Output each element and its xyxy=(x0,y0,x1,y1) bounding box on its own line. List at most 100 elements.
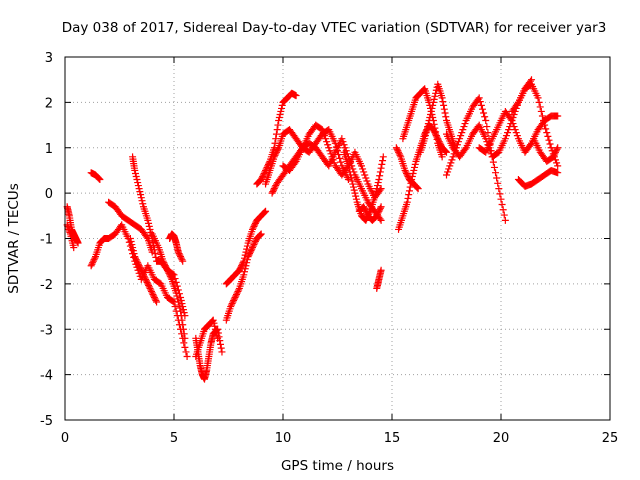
data-point-interp xyxy=(440,101,448,109)
y-tick-label: -3 xyxy=(40,323,53,338)
data-point-interp xyxy=(95,175,103,183)
data-point-interp xyxy=(235,286,243,294)
data-point xyxy=(318,126,326,134)
data-point-interp xyxy=(440,105,448,113)
series-s5 xyxy=(129,153,189,320)
data-point xyxy=(547,144,555,152)
data-point xyxy=(257,230,265,238)
data-point-interp xyxy=(490,163,498,171)
data-point-interp xyxy=(496,190,504,198)
data-point-interp xyxy=(328,153,336,161)
data-point-interp xyxy=(139,269,147,277)
data-point-interp xyxy=(345,165,353,173)
data-point xyxy=(126,235,134,242)
series-s2 xyxy=(63,221,78,252)
data-point-interp xyxy=(402,168,410,176)
data-point-interp xyxy=(371,191,379,199)
data-point-interp xyxy=(538,112,546,120)
data-point xyxy=(421,135,429,143)
data-point-interp xyxy=(432,132,440,140)
data-point xyxy=(534,94,542,102)
data-point xyxy=(163,266,171,274)
data-point-interp xyxy=(229,298,237,306)
y-axis-label: SDTVAR / TECUs xyxy=(6,183,22,293)
data-point xyxy=(554,144,562,152)
data-point xyxy=(179,257,187,265)
data-point-interp xyxy=(131,169,139,177)
data-point xyxy=(275,117,283,125)
x-tick-label: 10 xyxy=(275,431,292,446)
data-point xyxy=(148,248,156,256)
data-point-interp xyxy=(348,177,356,185)
data-point-interp xyxy=(271,183,279,191)
data-point-interp xyxy=(171,303,179,311)
data-point xyxy=(177,307,185,315)
data-point-interp xyxy=(512,129,520,137)
data-point-interp xyxy=(152,253,160,261)
data-point-interp xyxy=(372,188,380,196)
data-point xyxy=(153,298,161,306)
data-point xyxy=(240,257,248,265)
data-point-interp xyxy=(526,141,534,149)
data-point xyxy=(541,121,549,129)
data-point-interp xyxy=(131,254,139,262)
data-point-interp xyxy=(483,123,491,131)
data-point-interp xyxy=(89,257,97,265)
data-point-interp xyxy=(373,210,381,218)
data-point-interp xyxy=(442,148,450,156)
data-point-interp xyxy=(428,104,436,112)
data-point-interp xyxy=(441,147,449,155)
data-point-interp xyxy=(147,287,155,295)
data-point-interp xyxy=(319,129,327,137)
data-point-interp xyxy=(167,274,175,282)
data-point-interp xyxy=(352,192,360,200)
data-point-interp xyxy=(550,151,558,159)
series-s27 xyxy=(514,166,562,190)
data-point-interp xyxy=(363,177,371,185)
data-point-interp xyxy=(163,265,171,273)
data-point xyxy=(209,316,217,324)
data-point-interp xyxy=(238,262,246,270)
data-point-interp xyxy=(178,316,186,324)
data-point-interp xyxy=(341,144,349,152)
data-point-interp xyxy=(513,132,521,140)
data-point xyxy=(495,185,503,193)
data-point-interp xyxy=(441,109,449,117)
data-point xyxy=(482,117,490,125)
data-point-interp xyxy=(91,254,99,262)
data-point xyxy=(240,271,248,279)
series-s17 xyxy=(279,121,385,202)
data-point-interp xyxy=(376,206,384,214)
data-point-interp xyxy=(89,259,97,267)
data-point-interp xyxy=(166,271,174,279)
data-point-interp xyxy=(404,194,412,202)
data-point-interp xyxy=(359,165,367,173)
data-point xyxy=(344,162,352,170)
data-point-interp xyxy=(378,160,386,168)
data-point xyxy=(508,117,516,125)
data-point xyxy=(231,293,239,301)
data-point-interp xyxy=(511,126,519,134)
data-point xyxy=(443,171,450,179)
data-point-interp xyxy=(134,179,142,187)
data-point xyxy=(379,153,387,161)
data-point-interp xyxy=(145,222,153,230)
data-point-interp xyxy=(376,168,384,176)
data-point-interp xyxy=(142,275,150,283)
data-point xyxy=(183,352,191,360)
series-s29 xyxy=(530,135,562,165)
data-point-interp xyxy=(179,325,187,333)
data-point-interp xyxy=(239,259,247,267)
data-point-interp xyxy=(134,260,142,268)
data-point-interp xyxy=(142,277,150,285)
data-point xyxy=(377,266,385,274)
x-axis-label: GPS time / hours xyxy=(281,458,394,474)
data-point xyxy=(362,216,370,224)
data-point-interp xyxy=(151,295,159,303)
x-tick-label: 25 xyxy=(602,431,619,446)
data-point-interp xyxy=(432,128,440,136)
data-point xyxy=(438,94,446,102)
data-point-interp xyxy=(210,319,218,327)
data-point xyxy=(373,212,381,220)
data-point-interp xyxy=(413,184,421,192)
